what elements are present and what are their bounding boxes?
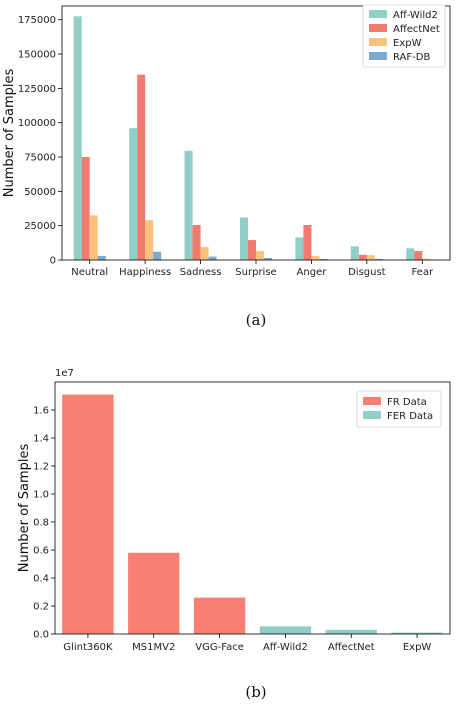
bar-aff-wild2-anger [295,237,304,260]
bar-raf-db-surprise [264,257,272,260]
bar-affectnet-surprise [248,240,256,260]
bar-aff-wild2-happiness [129,128,138,260]
bar-expw-sadness [200,246,209,260]
bar-raf-db-sadness [208,256,217,260]
bar-affectnet-sadness [192,224,201,260]
bar-affectnet-anger [303,224,312,260]
bar-expw [391,632,443,634]
bar-affectnet-disgust [358,254,367,260]
bar-aff-wild2-disgust [350,246,359,260]
chart-a-ylabel: Number of Samples [2,69,17,198]
ytick-label: 50000 [24,187,56,198]
legend-swatch [363,397,381,405]
bar-expw-surprise [256,251,264,260]
ytick-label: 0.2 [33,602,49,613]
legend-swatch [369,52,387,60]
xtick-label: Neutral [71,267,108,278]
ytick-label: 1.0 [33,490,49,501]
bar-glint360k [62,394,114,634]
chart-a-frame [61,5,451,261]
ytick-label: 0.6 [33,546,49,557]
ytick-label: 0.8 [33,518,49,529]
legend-box [362,4,446,68]
bar-vgg-face [193,597,246,634]
xtick-label: AffectNet [328,642,375,653]
xtick-label: Fear [411,267,433,278]
chart-b-scale-label: 1e7 [55,368,74,379]
bar-aff-wild2-sadness [184,150,193,260]
bar-aff-wild2 [259,626,312,634]
chart-b-ylabel: Number of Samples [17,444,32,573]
xtick-label: MS1MV2 [132,642,175,653]
xtick-label: Surprise [235,267,276,278]
chart-a-bars [73,16,439,260]
legend-label: RAF-DB [393,52,430,63]
bar-affectnet-fear [414,251,423,260]
ytick-label: 1.4 [33,434,49,445]
legend-label: ExpW [393,38,422,49]
chart-a: Number of Samples 0 25000 50000 75000 100000… [2,4,451,329]
chart-b-frame [54,381,451,635]
xtick-label: Disgust [348,267,386,278]
bar-ms1mv2 [128,552,180,634]
chart-b-bars [62,394,443,634]
ytick-label: 75000 [24,153,56,164]
legend-label: FR Data [387,397,427,408]
bar-raf-db-neutral [97,255,106,260]
xtick-label: Aff-Wild2 [263,642,308,653]
xtick-label: Happiness [119,267,171,278]
ytick-label: 1.6 [33,406,49,417]
bar-aff-wild2-fear [406,248,415,260]
bar-affectnet [325,629,377,634]
ytick-label: 175000 [18,15,56,26]
ytick-label: 25000 [24,221,56,232]
chart-b-yticks: 0.0 0.2 0.4 0.6 0.8 1.0 1.2 1.4 1.6 [33,406,55,641]
bar-affectnet-neutral [81,157,90,260]
chart-a-legend: Aff-Wild2 AffectNet ExpW RAF-DB [362,4,446,68]
bar-expw-anger [311,255,320,260]
legend-swatch [363,411,381,419]
ytick-label: 0 [50,256,56,267]
xtick-label: ExpW [403,642,432,653]
legend-label: AffectNet [393,24,440,35]
chart-a-caption: (a) [246,311,267,329]
chart-b: Number of Samples 1e7 0.0 0.2 0.4 0.6 0.8 1.0… [17,368,451,701]
bar-raf-db-anger [319,259,328,260]
chart-a-xticks: Neutral Happiness Sadness Surprise Anger Disg… [71,260,434,278]
legend-label: FER Data [387,411,433,422]
bar-expw-neutral [89,215,98,260]
ytick-label: 1.2 [33,462,49,473]
xtick-label: Glint360K [63,642,113,653]
ytick-label: 0.4 [33,574,49,585]
bar-aff-wild2-surprise [240,217,248,260]
legend-swatch [369,10,387,18]
bar-aff-wild2-neutral [73,16,82,260]
bar-expw-happiness [145,220,154,260]
ytick-label: 125000 [18,84,56,95]
ytick-label: 150000 [18,50,56,61]
bar-expw-disgust [366,255,375,260]
ytick-label: 0.0 [33,630,49,641]
xtick-label: Sadness [180,267,222,278]
chart-b-xticks: Glint360K MS1MV2 VGG-Face Aff-Wild2 AffectNe… [63,634,431,653]
chart-a-yticks: 0 25000 50000 75000 100000 125000 150000 175000 [18,15,62,267]
xtick-label: VGG-Face [195,642,244,653]
bar-expw-fear [422,258,431,260]
bar-affectnet-happiness [137,74,146,260]
ytick-label: 100000 [18,118,56,129]
legend-swatch [369,24,387,32]
chart-b-caption: (b) [245,683,266,701]
bar-raf-db-happiness [153,251,162,260]
chart-b-legend: FR Data FER Data [356,390,442,428]
bar-raf-db-disgust [374,258,383,260]
legend-swatch [369,38,387,46]
legend-label: Aff-Wild2 [393,10,438,21]
xtick-label: Anger [297,267,328,278]
